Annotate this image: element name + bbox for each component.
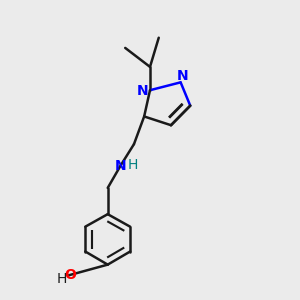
Text: N: N [115,159,127,173]
Text: H: H [57,272,67,286]
Text: H: H [128,158,138,172]
Text: O: O [64,268,76,282]
Text: N: N [177,69,189,83]
Text: N: N [137,84,149,98]
